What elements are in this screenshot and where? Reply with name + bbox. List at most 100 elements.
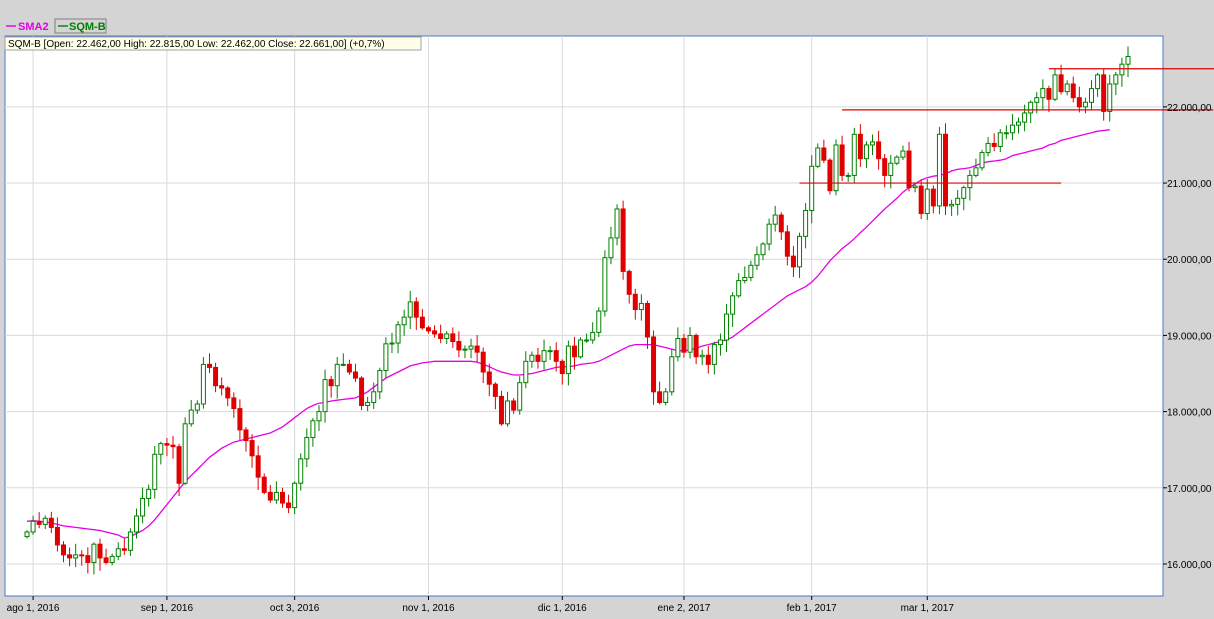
candle-body-up: [194, 403, 200, 411]
candle-body-up: [1034, 97, 1040, 103]
candle: [316, 405, 322, 431]
candle: [638, 294, 644, 321]
candle-body-down: [170, 444, 176, 448]
candle-body-down: [559, 360, 565, 375]
candle-body-up: [669, 356, 675, 393]
candle: [1046, 85, 1052, 113]
candle: [97, 538, 103, 571]
candle: [170, 435, 176, 459]
candle: [480, 347, 486, 384]
candle: [298, 453, 304, 491]
candle-body-down: [225, 387, 231, 399]
candle-body-up: [578, 339, 584, 358]
candle: [626, 269, 632, 304]
candle-body-up: [1022, 112, 1028, 123]
candle: [474, 335, 480, 363]
candle: [657, 381, 663, 405]
candle: [675, 327, 681, 362]
legend-bar: [0, 17, 1214, 36]
candle: [231, 392, 237, 418]
candle-body-up: [711, 344, 717, 365]
candle: [182, 417, 188, 486]
candle-body-down: [328, 379, 334, 387]
candle-body-up: [863, 144, 869, 160]
candle-body-up: [614, 208, 620, 239]
candle-body-up: [1052, 74, 1058, 100]
candle: [255, 445, 261, 491]
ohlc-info-text: SQM-B [Open: 22.462,00 High: 22.815,00 L…: [8, 39, 385, 50]
candle-body-up: [200, 363, 206, 405]
y-tick-label: 19.000,00: [1167, 331, 1212, 342]
candle-body-up: [158, 443, 164, 455]
candle-body-down: [267, 491, 273, 501]
candle: [991, 133, 997, 152]
candle: [1022, 104, 1028, 132]
candle: [973, 158, 979, 178]
candle: [882, 154, 888, 188]
candle: [979, 149, 985, 171]
candle: [851, 127, 857, 183]
candle-body-up: [602, 257, 608, 312]
candle-body-up: [517, 382, 523, 411]
candle-body-down: [486, 371, 492, 385]
candle: [498, 390, 504, 426]
candle-body-down: [827, 159, 833, 192]
candle: [73, 543, 79, 568]
candle-body-up: [803, 209, 809, 237]
candle-body-up: [322, 379, 328, 413]
candle: [292, 481, 298, 515]
candle-body-up: [365, 401, 371, 407]
candle-body-down: [413, 301, 419, 318]
candle: [784, 225, 790, 266]
candle: [456, 331, 462, 358]
candle-body-up: [797, 235, 803, 268]
candle-body-up: [133, 515, 139, 533]
candle-body-up: [973, 167, 979, 176]
candle-body-up: [377, 369, 383, 393]
candle: [152, 445, 158, 499]
candle: [54, 517, 60, 552]
x-tick-label: mar 1, 2017: [901, 603, 955, 614]
candle: [413, 297, 419, 331]
candle: [924, 179, 930, 220]
candle-body-down: [206, 363, 212, 368]
candle-body-down: [480, 351, 486, 373]
candle: [1107, 74, 1113, 122]
candle: [1125, 46, 1131, 78]
candle-body-down: [511, 400, 517, 411]
plot-area[interactable]: [4, 35, 1164, 597]
candle-body-down: [219, 385, 225, 389]
candle: [936, 126, 942, 215]
grid: [5, 36, 1163, 596]
candle: [663, 388, 669, 406]
candle: [213, 362, 219, 393]
candle: [1095, 72, 1101, 97]
candle: [42, 515, 48, 530]
candle: [590, 322, 596, 344]
x-axis: ago 1, 2016 sep 1, 2016 oct 3, 2016 nov 1, …: [7, 596, 955, 614]
candle-body-down: [705, 354, 711, 365]
candle-body-up: [949, 203, 955, 207]
candle-body-down: [1101, 74, 1107, 112]
candle-body-up: [833, 144, 839, 192]
candle: [644, 300, 650, 349]
candle-body-up: [523, 360, 529, 384]
candle: [711, 341, 717, 375]
candle: [1028, 100, 1034, 124]
candle-body-up: [42, 517, 48, 525]
candle: [432, 325, 438, 338]
candle: [596, 307, 602, 338]
candle: [425, 325, 431, 334]
candle-body-down: [346, 363, 352, 373]
candle-body-up: [547, 350, 553, 353]
candle-body-down: [255, 455, 261, 478]
candle: [529, 351, 535, 368]
candle-body-up: [389, 342, 395, 345]
candle-body-up: [955, 197, 961, 205]
candle: [578, 337, 584, 359]
candle: [438, 324, 444, 344]
candle: [1113, 72, 1119, 96]
candle-body-up: [936, 133, 942, 207]
candle-body-down: [657, 391, 663, 403]
